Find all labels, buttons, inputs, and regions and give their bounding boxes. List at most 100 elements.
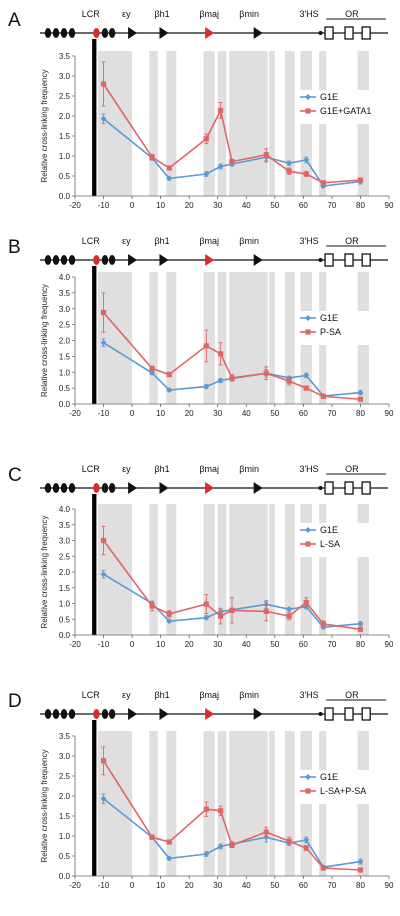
hs-site-marker [44,709,52,719]
hs-site-marker [68,709,76,719]
legend-entry-label: G1E [320,525,338,535]
legend-entry-label: G1E [320,772,338,782]
data-point [357,867,364,873]
x-tick-label: 60 [299,881,308,890]
data-point [100,309,107,316]
lcr-bar [92,494,97,635]
gene-label: LCR [82,9,101,19]
panel-letter: D [8,691,22,712]
y-axis-label: Relative cross-linking frequency [40,750,49,863]
region-band [217,731,227,876]
x-tick-label: 80 [356,881,365,890]
or-gene-box [361,481,371,495]
data-point [286,160,293,167]
data-point [203,383,210,390]
gene-label: βmin [239,236,259,246]
y-tick-label: 3.0 [59,72,71,81]
gene-label: βmin [239,9,259,19]
x-tick-label: 40 [242,201,251,210]
region-band [97,272,133,404]
x-tick-label: 90 [385,409,394,418]
legend-swatch-marker [305,108,311,114]
y-tick-label: 2.0 [59,112,71,121]
hs-site-marker [60,255,68,265]
y-tick-label: 0.0 [59,872,71,881]
gene-label: βmin [239,464,259,474]
hs-site-marker [318,31,323,35]
data-point [286,838,292,844]
legend-entry-label: P-SA [320,327,341,337]
y-tick-label: 1.5 [59,812,71,821]
gene-arrow-marker [159,254,169,266]
anchor-gene-arrow-marker [205,254,215,266]
gene-arrow-marker [128,27,138,39]
x-tick-label: 30 [213,409,222,418]
data-point [303,845,309,851]
data-point [100,571,107,578]
legend-entry-label: L-SA [320,539,340,549]
anchor-gene-arrow-marker [205,708,215,720]
data-point [357,389,364,396]
data-point [149,154,155,160]
hs-site-marker [108,255,116,265]
region-band [269,504,275,635]
y-tick-label: 0.5 [59,615,71,624]
legend-swatch-marker [305,94,311,100]
data-point [357,396,364,402]
data-point [100,758,107,764]
hs-site-marker [108,709,116,719]
lcr-bar [92,720,97,876]
or-gene-box [324,707,334,721]
y-tick-label: 3.0 [59,752,71,761]
gene-label: LCR [82,690,101,700]
hs-site-marker [318,258,323,262]
or-gene-box [361,707,371,721]
hs-site-marker [60,28,68,38]
data-point [263,829,269,835]
gene-label: βh1 [154,9,169,19]
anchor-hs-marker [93,709,100,719]
y-tick-label: 0.5 [59,384,71,393]
x-tick-label: 70 [327,409,336,418]
region-band [203,272,215,404]
y-tick-label: 2.5 [59,92,71,101]
y-tick-label: 3.5 [59,52,71,61]
data-point [166,618,173,625]
data-point [100,795,107,802]
data-point [357,858,364,865]
hs-site-marker [68,255,76,265]
x-tick-label: 20 [185,881,194,890]
data-point [229,375,235,381]
or-gene-box [324,26,334,40]
data-point [229,842,235,848]
data-point [263,152,269,158]
x-tick-label: -20 [69,881,81,890]
data-point [149,834,155,840]
legend-box [296,523,382,557]
x-tick-label: 0 [130,640,135,649]
legend-entry-label: G1E [320,313,338,323]
region-band [149,504,158,635]
hs-site-marker [60,709,68,719]
region-band [319,504,327,635]
data-point [320,393,326,399]
gene-label: εy [122,464,131,474]
data-point [166,611,172,617]
y-tick-label: 1.0 [59,152,71,161]
data-point [217,843,224,850]
y-tick-label: 3.0 [59,305,71,314]
data-point [286,168,292,174]
gene-label: βmaj [199,690,219,700]
gene-label: 3'HS [299,690,318,700]
data-point [100,81,107,87]
region-band [149,731,158,876]
x-tick-label: 40 [242,881,251,890]
x-tick-label: 30 [213,201,222,210]
data-point [263,370,269,376]
legend: G1E L-SA+P-SA [296,770,382,804]
y-tick-label: 2.0 [59,568,71,577]
y-tick-label: 1.5 [59,584,71,593]
data-point [166,165,172,171]
or-gene-box [344,481,354,495]
data-point [149,369,156,376]
